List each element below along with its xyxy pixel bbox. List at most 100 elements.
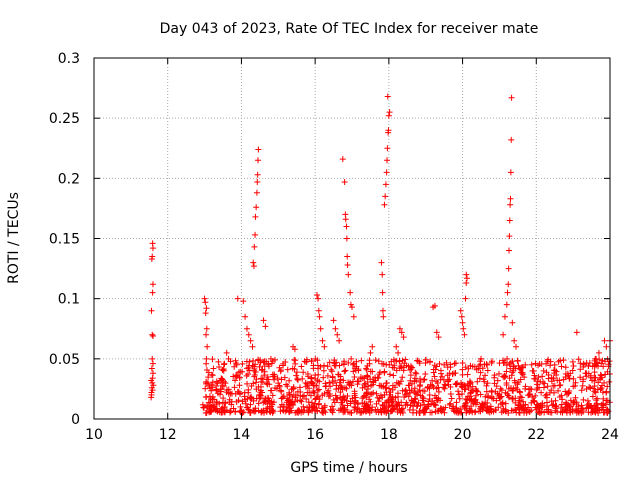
- data-point: [421, 376, 428, 383]
- data-point: [270, 408, 277, 415]
- data-point: [473, 387, 480, 394]
- data-point: [383, 169, 390, 176]
- data-point: [341, 368, 348, 375]
- data-point: [560, 407, 567, 414]
- data-point: [508, 136, 515, 143]
- data-point: [276, 382, 283, 389]
- data-point: [489, 395, 496, 402]
- data-point: [232, 372, 239, 379]
- data-point: [305, 408, 312, 415]
- data-point: [251, 372, 258, 379]
- data-point: [236, 374, 243, 381]
- data-point: [420, 395, 427, 402]
- data-point: [213, 386, 220, 393]
- data-point: [438, 406, 445, 413]
- data-point: [444, 378, 451, 385]
- data-point: [390, 356, 397, 363]
- data-point: [330, 317, 337, 324]
- data-point: [279, 407, 286, 414]
- data-point: [308, 379, 315, 386]
- data-point: [587, 384, 594, 391]
- data-point: [260, 359, 267, 366]
- data-point: [379, 307, 386, 314]
- data-point: [467, 393, 474, 400]
- data-point: [562, 364, 569, 371]
- data-point: [501, 359, 508, 366]
- data-point: [577, 374, 584, 381]
- data-point: [339, 395, 346, 402]
- data-point: [223, 349, 230, 356]
- data-point: [343, 385, 350, 392]
- data-point: [417, 402, 424, 409]
- data-point: [265, 363, 272, 370]
- data-point: [380, 313, 387, 320]
- data-point: [219, 367, 226, 374]
- data-point: [203, 409, 210, 416]
- data-point: [549, 402, 556, 409]
- axis-ticks: 10 12 14 16 18 20 22 24 0 0.05 0.1 0.15 0.2 0.25 0.3: [49, 51, 619, 443]
- data-point: [385, 127, 392, 134]
- data-point: [315, 365, 322, 372]
- data-point: [220, 361, 227, 368]
- data-point: [484, 367, 491, 374]
- data-point: [538, 361, 545, 368]
- data-point: [308, 358, 315, 365]
- data-point: [373, 408, 380, 415]
- data-point: [257, 359, 264, 366]
- data-point: [277, 368, 284, 375]
- data-point: [343, 397, 350, 404]
- data-point: [239, 368, 246, 375]
- data-point: [378, 259, 385, 266]
- data-point: [341, 407, 348, 414]
- data-point: [211, 404, 218, 411]
- data-point: [290, 385, 297, 392]
- data-point: [278, 401, 285, 408]
- data-point: [495, 404, 502, 411]
- data-point: [331, 399, 338, 406]
- data-point: [421, 388, 428, 395]
- data-point: [350, 378, 357, 385]
- data-point: [336, 337, 343, 344]
- data-point: [252, 231, 259, 238]
- data-point: [548, 398, 555, 405]
- data-point: [439, 406, 446, 413]
- data-point: [376, 395, 383, 402]
- data-point: [598, 360, 605, 367]
- data-point: [501, 313, 508, 320]
- data-point: [389, 382, 396, 389]
- data-point: [544, 358, 551, 365]
- data-point: [454, 380, 461, 387]
- data-point: [326, 379, 333, 386]
- data-point: [591, 377, 598, 384]
- data-point: [591, 407, 598, 414]
- data-point: [245, 331, 252, 338]
- data-point: [458, 313, 465, 320]
- data-point: [513, 384, 520, 391]
- data-point: [506, 247, 513, 254]
- data-point: [203, 355, 210, 362]
- data-point: [580, 360, 587, 367]
- data-point: [407, 377, 414, 384]
- data-point: [453, 404, 460, 411]
- data-point: [396, 358, 403, 365]
- data-point: [308, 399, 315, 406]
- data-point: [461, 331, 468, 338]
- data-point: [369, 343, 376, 350]
- data-point: [348, 409, 355, 416]
- data-point: [335, 371, 342, 378]
- data-point: [507, 195, 514, 202]
- data-point: [267, 355, 274, 362]
- data-point: [369, 381, 376, 388]
- data-point: [320, 367, 327, 374]
- data-point: [257, 387, 264, 394]
- data-point: [394, 408, 401, 415]
- data-point: [585, 404, 592, 411]
- data-point: [569, 408, 576, 415]
- data-point: [462, 295, 469, 302]
- data-point: [588, 409, 595, 416]
- data-point: [264, 405, 271, 412]
- data-point: [362, 406, 369, 413]
- data-point: [384, 145, 391, 152]
- data-point: [586, 359, 593, 366]
- data-point: [478, 404, 485, 411]
